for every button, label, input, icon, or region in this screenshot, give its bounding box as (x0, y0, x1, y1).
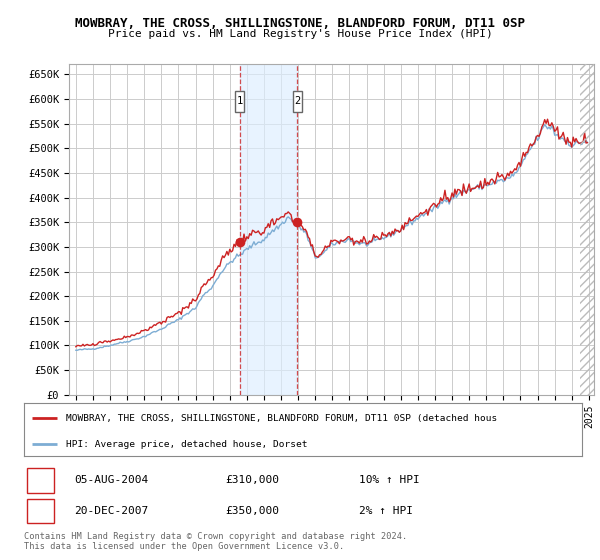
Text: 20-DEC-2007: 20-DEC-2007 (74, 506, 148, 516)
Text: £350,000: £350,000 (225, 506, 279, 516)
Text: MOWBRAY, THE CROSS, SHILLINGSTONE, BLANDFORD FORUM, DT11 0SP (detached hous: MOWBRAY, THE CROSS, SHILLINGSTONE, BLAND… (66, 414, 497, 423)
Text: 05-AUG-2004: 05-AUG-2004 (74, 475, 148, 485)
Text: Contains HM Land Registry data © Crown copyright and database right 2024.: Contains HM Land Registry data © Crown c… (24, 532, 407, 541)
Text: 2: 2 (295, 96, 301, 106)
FancyBboxPatch shape (235, 91, 244, 112)
FancyBboxPatch shape (27, 499, 53, 523)
Text: This data is licensed under the Open Government Licence v3.0.: This data is licensed under the Open Gov… (24, 542, 344, 551)
Text: Price paid vs. HM Land Registry's House Price Index (HPI): Price paid vs. HM Land Registry's House … (107, 29, 493, 39)
Text: 2% ↑ HPI: 2% ↑ HPI (359, 506, 413, 516)
FancyBboxPatch shape (27, 468, 53, 493)
FancyBboxPatch shape (293, 91, 302, 112)
Bar (580, 59, 594, 395)
Text: HPI: Average price, detached house, Dorset: HPI: Average price, detached house, Dors… (66, 440, 307, 449)
Text: 2: 2 (37, 506, 44, 516)
Text: 10% ↑ HPI: 10% ↑ HPI (359, 475, 419, 485)
Text: £310,000: £310,000 (225, 475, 279, 485)
Text: MOWBRAY, THE CROSS, SHILLINGSTONE, BLANDFORD FORUM, DT11 0SP: MOWBRAY, THE CROSS, SHILLINGSTONE, BLAND… (75, 17, 525, 30)
Text: 1: 1 (236, 96, 243, 106)
Text: 1: 1 (37, 475, 44, 485)
Bar (580, 64, 594, 395)
Bar (239, 64, 298, 395)
